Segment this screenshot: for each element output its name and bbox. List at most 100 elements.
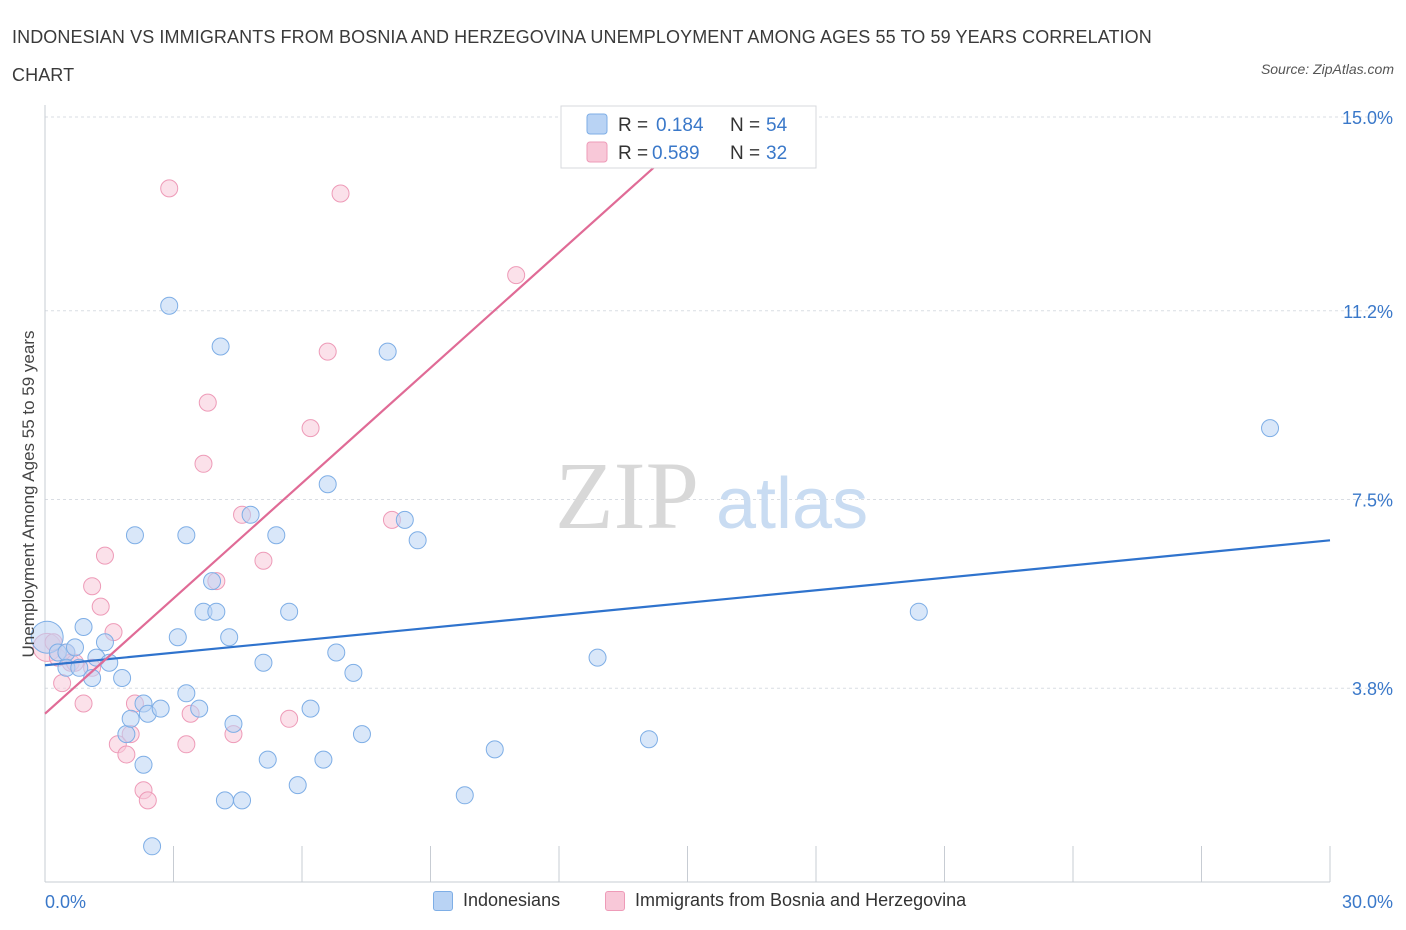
data-point-indonesians [408,531,427,550]
watermark: ZIP atlas [555,442,868,549]
y-tick-label: 7.5% [1352,491,1393,511]
data-point-indonesians [134,755,153,774]
data-point-indonesians [280,602,299,621]
data-point-indonesians [318,475,337,494]
data-point-indonesians [190,699,209,718]
data-point-indonesians [203,572,222,591]
y-axis-label: Unemployment Among Ages 55 to 59 years [19,331,38,658]
legend-r-value: 0.589 [652,143,700,164]
data-point-bosnia [138,791,157,810]
legend-swatch-pink [586,141,608,163]
data-point-indonesians [121,709,140,728]
legend-n-value: 32 [766,143,787,164]
data-point-indonesians [74,618,93,636]
source-label: Source: ZipAtlas.com [1260,61,1394,77]
data-point-indonesians [395,510,414,529]
data-point-indonesians [224,714,243,733]
data-point-indonesians [160,296,179,315]
data-point-indonesians [301,699,320,718]
data-point-bosnia [301,419,320,438]
y-tick-label: 3.8% [1352,679,1393,699]
data-point-indonesians [233,791,252,810]
legend-bottom: Indonesians Immigrants from Bosnia and H… [0,888,1406,916]
data-point-bosnia [280,709,299,728]
data-point-indonesians [327,643,346,662]
data-point-indonesians [211,337,230,356]
data-point-indonesians [177,526,196,545]
data-point-indonesians [241,505,260,524]
tick-labels: 3.8% 7.5% 11.2% 15.0% 0.0% 30.0% [45,108,1393,912]
legend-r-label: R = [618,115,648,136]
data-point-indonesians [168,628,187,647]
data-point-indonesians [125,526,144,545]
legend-n-value: 54 [766,115,788,136]
data-point-indonesians [455,786,474,805]
data-point-bosnia [331,184,350,203]
legend-label: Indonesians [463,890,561,910]
data-point-bosnia [83,577,102,596]
data-point-indonesians [207,602,226,621]
data-point-bosnia [194,454,213,473]
data-point-indonesians [288,776,307,795]
data-point-indonesians [65,638,84,657]
legend-label: Immigrants from Bosnia and Herzegovina [635,890,967,910]
trend-line-indonesians [44,539,1331,667]
data-point-bosnia [318,342,337,361]
chart-title: INDONESIAN VS IMMIGRANTS FROM BOSNIA AND… [12,27,1152,85]
data-point-indonesians [485,740,504,759]
data-point-indonesians [352,725,371,744]
series-pink-points [32,179,526,810]
data-point-indonesians [588,648,607,667]
legend-r-label: R = [618,143,648,164]
legend-r-value: 0.184 [656,115,704,136]
legend-item-indonesians: Indonesians [433,890,560,911]
data-point-indonesians [215,791,234,810]
data-point-indonesians [177,684,196,703]
trend-lines [44,151,1331,715]
data-point-indonesians [254,653,273,672]
data-point-indonesians [258,750,277,769]
data-point-indonesians [378,342,397,361]
legend-n-label: N = [730,143,760,164]
x-tick-label: 30.0% [1342,892,1393,912]
watermark-zip: ZIP [555,442,699,549]
trend-line-bosnia [44,151,672,715]
data-point-indonesians [314,750,333,769]
data-point-indonesians [639,730,658,749]
data-point-bosnia [95,546,114,565]
watermark-atlas: atlas [716,464,868,544]
legend-swatch-pink [605,890,625,911]
data-point-indonesians [117,725,136,744]
grid [45,116,1390,689]
data-point-indonesians [344,663,363,682]
data-point-bosnia [507,266,526,285]
series-blue-points [30,296,1280,856]
data-point-bosnia [91,597,110,616]
x-tick-label: 0.0% [45,892,86,912]
axes [44,105,1331,883]
data-point-indonesians [113,669,132,687]
legend-swatch-blue [433,890,453,911]
data-point-bosnia [53,674,72,693]
legend-item-bosnia: Immigrants from Bosnia and Herzegovina [605,890,966,911]
data-point-bosnia [74,694,93,713]
data-point-indonesians [151,699,170,718]
legend-swatch-blue [586,113,608,135]
data-point-indonesians [909,602,928,621]
data-point-bosnia [198,393,217,412]
data-point-bosnia [160,179,179,198]
data-point-bosnia [117,745,136,764]
data-point-indonesians [267,526,286,545]
y-tick-label: 15.0% [1342,108,1393,128]
legend-n-label: N = [730,115,760,136]
legend-top: R = 0.184 N = 54 R = 0.589 N = 32 [560,105,817,169]
data-point-indonesians [95,633,114,652]
data-point-indonesians [220,628,239,647]
data-point-bosnia [177,735,196,754]
data-point-indonesians [70,658,89,677]
data-point-indonesians [1261,419,1280,438]
y-tick-label: 11.2% [1343,302,1393,322]
data-point-indonesians [143,837,162,856]
data-point-bosnia [254,551,273,570]
